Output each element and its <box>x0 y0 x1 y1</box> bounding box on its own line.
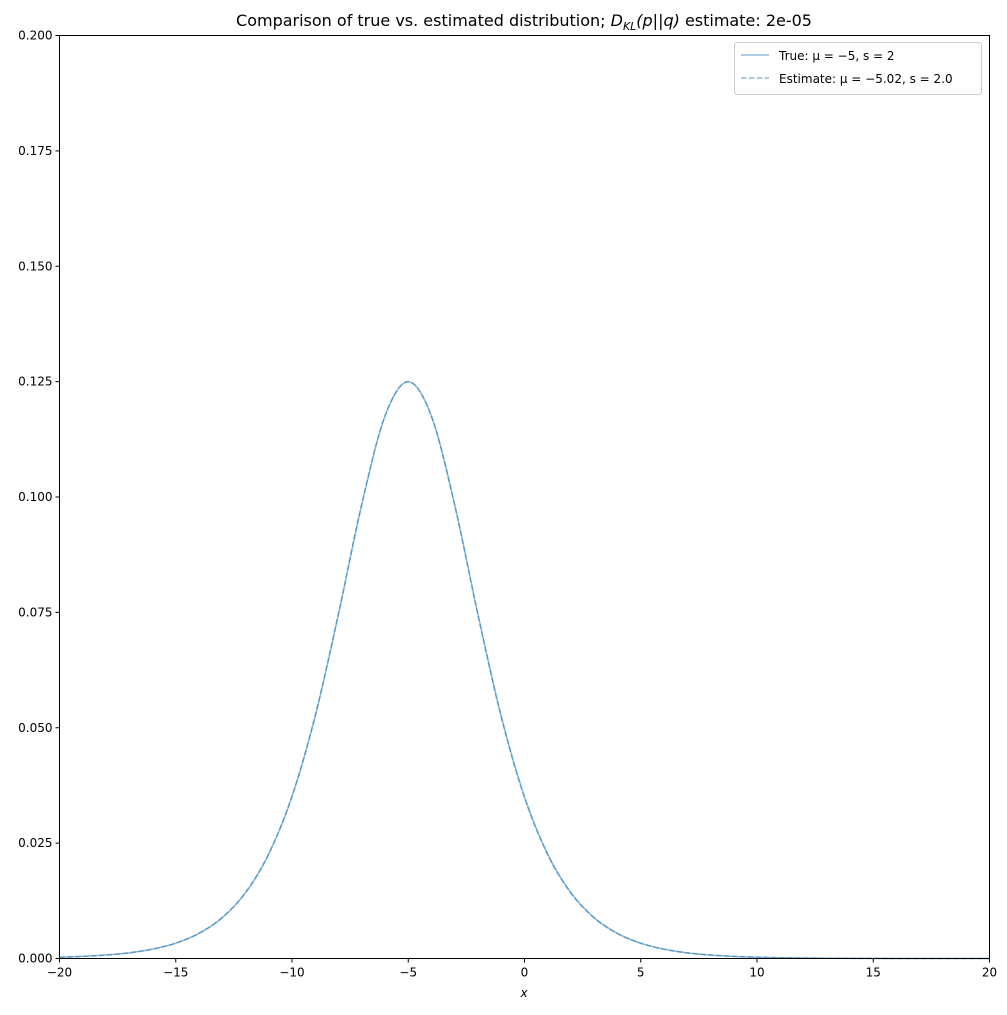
series-line-estimate <box>59 380 990 960</box>
legend-label-true: True: μ = −5, s = 2 <box>778 49 895 63</box>
y-tick-label: 0.175 <box>18 144 52 158</box>
x-axis: −20 −15 −10 −5 0 5 10 15 20 <box>47 958 997 980</box>
x-tick-label: −20 <box>47 966 72 980</box>
chart-title: Comparison of true vs. estimated distrib… <box>236 11 812 33</box>
plot-frame <box>59 35 990 959</box>
series-line-true <box>59 380 990 960</box>
y-tick-label: 0.050 <box>18 721 52 735</box>
legend-label-estimate: Estimate: μ = −5.02, s = 2.0 <box>779 72 953 86</box>
x-tick-label: 0 <box>521 966 529 980</box>
x-tick-label: 20 <box>982 966 997 980</box>
legend: True: μ = −5, s = 2 Estimate: μ = −5.02,… <box>734 42 982 95</box>
y-tick-label: 0.025 <box>18 836 52 850</box>
x-tick-label: −15 <box>163 966 188 980</box>
x-tick-label: −5 <box>399 966 417 980</box>
x-tick-label: 5 <box>637 966 645 980</box>
x-axis-label: x <box>519 986 528 1000</box>
x-tick-label: 10 <box>749 966 764 980</box>
y-tick-label: 0.150 <box>18 259 52 273</box>
x-tick-label: −10 <box>279 966 304 980</box>
y-tick-label: 0.100 <box>18 490 52 504</box>
legend-box <box>734 42 982 95</box>
x-tick-label: 15 <box>866 966 881 980</box>
y-tick-label: 0.000 <box>18 952 52 966</box>
y-axis: 0.000 0.025 0.050 0.075 0.100 0.125 0.150 0.175… <box>18 29 60 966</box>
y-tick-label: 0.075 <box>18 605 52 619</box>
y-tick-label: 0.125 <box>18 375 52 389</box>
series-lines <box>59 380 990 960</box>
y-tick-label: 0.200 <box>18 29 52 43</box>
